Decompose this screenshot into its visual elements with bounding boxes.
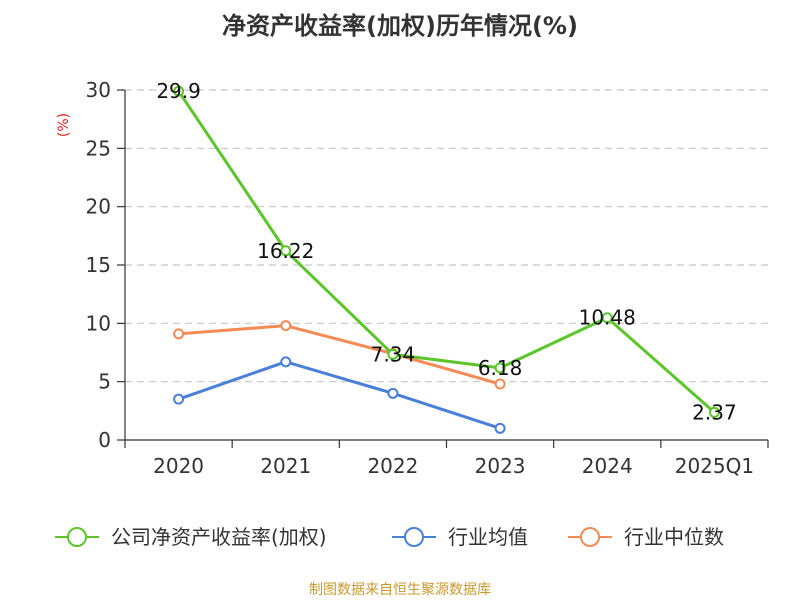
- source-note: 制图数据来自恒生聚源数据库: [309, 582, 491, 598]
- data-point: [387, 348, 399, 360]
- y-tick-label: 20: [86, 195, 111, 219]
- data-point: [280, 245, 292, 257]
- x-tick-label: 2023: [475, 454, 526, 478]
- y-tick-label: 15: [86, 253, 111, 277]
- data-label: 2.37: [692, 400, 737, 424]
- data-label: 16.22: [257, 239, 314, 263]
- x-tick-label: 2022: [367, 454, 418, 478]
- x-tick-label: 2021: [260, 454, 311, 478]
- data-label: 6.18: [478, 356, 523, 380]
- data-label: 10.48: [579, 306, 636, 330]
- data-point: [494, 362, 506, 374]
- series-layer: [173, 85, 720, 434]
- y-axis-unit-label: (%): [56, 113, 72, 137]
- data-point: [708, 406, 720, 418]
- series-line: [178, 324, 501, 386]
- legend-marker: [580, 527, 600, 547]
- data-point: [280, 320, 292, 332]
- series-line: [177, 90, 716, 414]
- legend-item: 公司净资产收益率(加权): [55, 525, 327, 549]
- data-label: 7.34: [371, 342, 416, 366]
- data-point: [173, 328, 185, 340]
- x-tick-label: 2024: [582, 454, 633, 478]
- x-tick-label: 2025Q1: [675, 454, 754, 478]
- legend-marker: [67, 527, 87, 547]
- legend-item: 行业中位数: [568, 525, 724, 549]
- data-point: [601, 312, 613, 324]
- legend-label: 行业中位数: [624, 525, 724, 549]
- x-tick-label: 2020: [153, 454, 204, 478]
- chart-title: 净资产收益率(加权)历年情况(%): [222, 12, 578, 40]
- series-line: [178, 360, 501, 430]
- data-point: [387, 387, 399, 399]
- data-label: 29.9: [156, 79, 201, 103]
- legend: 公司净资产收益率(加权) 行业均值 行业中位数: [55, 525, 724, 549]
- legend-item: 行业均值: [392, 525, 528, 549]
- legend-label: 公司净资产收益率(加权): [111, 525, 327, 549]
- y-tick-label: 5: [98, 370, 111, 394]
- data-point: [173, 85, 185, 97]
- data-label-layer: 29.9 16.22 7.34 6.18 10.48 2.37: [156, 79, 736, 424]
- y-tick-label: 30: [86, 78, 111, 102]
- data-point: [494, 422, 506, 434]
- data-point: [173, 393, 185, 405]
- data-point: [494, 378, 506, 390]
- y-tick-label: 10: [86, 311, 111, 335]
- legend-label: 行业均值: [448, 525, 528, 549]
- axis-layer: 0 5 10 15 20 25 30 2020 2021 2022 2023 2024 2025Q1: [86, 78, 769, 478]
- y-tick-label: 0: [98, 428, 111, 452]
- legend-marker: [404, 527, 424, 547]
- y-tick-label: 25: [86, 136, 111, 160]
- grid-layer: [125, 89, 768, 383]
- data-point: [280, 356, 292, 368]
